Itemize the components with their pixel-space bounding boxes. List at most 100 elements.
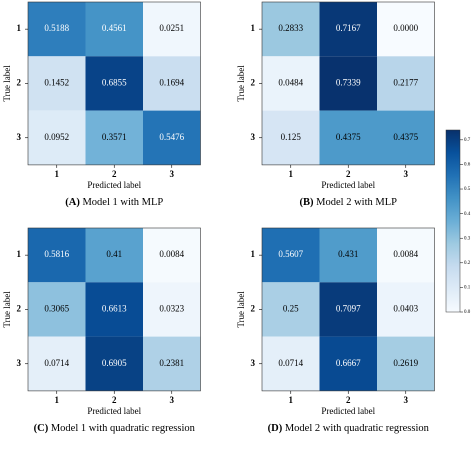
cell-label: 0.4561	[102, 23, 127, 33]
caption-tag: (C)	[34, 423, 49, 434]
heatmap-cell	[377, 228, 435, 283]
cell-label: 0.0000	[393, 23, 418, 33]
x-tick-label: 3	[170, 169, 175, 179]
heatmap-cell	[143, 2, 201, 57]
cell-label: 0.7097	[336, 304, 361, 314]
cell-label: 0.2833	[278, 23, 303, 33]
heatmap-cell	[319, 282, 377, 337]
cell-label: 0.2619	[393, 358, 418, 368]
caption-tag: (A)	[65, 197, 80, 208]
cell-label: 0.5607	[278, 249, 303, 259]
cell-label: 0.0714	[278, 358, 303, 368]
x-tick-label: 3	[404, 169, 409, 179]
cell-label: 0.3065	[44, 304, 69, 314]
cell-label: 0.6905	[102, 358, 127, 368]
x-tick-label: 1	[289, 395, 294, 405]
heatmap-cell	[377, 282, 435, 337]
x-tick-label: 1	[289, 169, 294, 179]
heatmap-cell	[143, 110, 201, 165]
x-tick-label: 3	[404, 395, 409, 405]
caption-text: Model 2 with MLP	[316, 197, 397, 208]
y-tick-label: 3	[17, 132, 22, 142]
caption: (B) Model 2 with MLP	[300, 197, 398, 208]
y-tick-label: 1	[251, 249, 256, 259]
y-tick-label: 2	[251, 78, 256, 88]
y-axis-title: True label	[2, 65, 12, 102]
heatmap-cell	[262, 110, 320, 165]
y-tick-label: 3	[17, 358, 22, 368]
colorbar-tick-label: 0.2	[464, 261, 471, 266]
heatmap-cell	[28, 228, 86, 283]
x-tick-label: 2	[346, 395, 351, 405]
cell-label: 0.1452	[44, 78, 69, 88]
colorbar-tick-label: 0.4	[464, 212, 471, 217]
heatmap-cell	[85, 336, 143, 391]
cell-label: 0.7339	[336, 78, 361, 88]
cell-label: 0.5188	[44, 23, 69, 33]
heatmap-cell	[262, 2, 320, 57]
colorbar-tick-label: 0.0	[464, 310, 471, 315]
cell-label: 0.3571	[102, 132, 127, 142]
colorbar-tick-label: 0.5	[464, 187, 471, 192]
cell-label: 0.0251	[159, 23, 184, 33]
cell-label: 0.125	[281, 132, 302, 142]
y-axis-title: True label	[236, 291, 246, 328]
x-tick-label: 2	[112, 395, 117, 405]
cell-label: 0.1694	[159, 78, 184, 88]
x-tick-label: 1	[55, 169, 60, 179]
heatmap-cell	[319, 110, 377, 165]
x-axis-title: Predicted label	[321, 406, 375, 416]
cell-label: 0.5816	[44, 249, 69, 259]
x-tick-label: 3	[170, 395, 175, 405]
cell-label: 0.41	[106, 249, 122, 259]
heatmap-cell	[28, 282, 86, 337]
cell-label: 0.0714	[44, 358, 69, 368]
caption-text: Model 1 with MLP	[82, 197, 163, 208]
heatmap-cell	[28, 2, 86, 57]
heatmap-cell	[28, 56, 86, 111]
cell-label: 0.6667	[336, 358, 361, 368]
heatmap-cell	[319, 336, 377, 391]
caption-text: Model 2 with quadratic regression	[285, 423, 430, 434]
cell-label: 0.0484	[278, 78, 303, 88]
y-tick-label: 2	[17, 78, 22, 88]
heatmap-cell	[319, 2, 377, 57]
heatmap-cell	[262, 228, 320, 283]
cell-label: 0.0323	[159, 304, 184, 314]
cell-label: 0.0952	[44, 132, 69, 142]
y-tick-label: 3	[251, 132, 256, 142]
heatmap-cell	[85, 282, 143, 337]
y-tick-label: 1	[17, 249, 22, 259]
heatmap-cell	[28, 336, 86, 391]
y-axis-title: True label	[2, 291, 12, 328]
x-tick-label: 1	[55, 395, 60, 405]
caption: (C) Model 1 with quadratic regression	[34, 423, 196, 434]
x-axis-title: Predicted label	[87, 180, 141, 190]
heatmap-cell	[85, 228, 143, 283]
heatmap-cell	[28, 110, 86, 165]
heatmap-cell	[85, 56, 143, 111]
colorbar	[445, 129, 461, 313]
heatmap-cell	[262, 56, 320, 111]
y-axis-title: True label	[236, 65, 246, 102]
y-tick-label: 1	[17, 23, 22, 33]
cell-label: 0.0403	[393, 304, 418, 314]
caption: (A) Model 1 with MLP	[65, 197, 163, 208]
x-axis-title: Predicted label	[321, 180, 375, 190]
caption: (D) Model 2 with quadratic regression	[268, 423, 430, 434]
heatmap-cell	[319, 56, 377, 111]
y-tick-label: 2	[17, 304, 22, 314]
cell-label: 0.25	[283, 304, 299, 314]
heatmap-cell	[377, 336, 435, 391]
x-tick-label: 2	[346, 169, 351, 179]
cell-label: 0.0084	[393, 249, 418, 259]
cell-label: 0.4375	[336, 132, 361, 142]
cell-label: 0.431	[338, 249, 358, 259]
heatmap-cell	[377, 56, 435, 111]
colorbar-tick-label: 0.3	[464, 236, 471, 241]
caption-tag: (B)	[300, 197, 315, 208]
cell-label: 0.2381	[159, 358, 184, 368]
y-tick-label: 2	[251, 304, 256, 314]
heatmap-cell	[143, 228, 201, 283]
